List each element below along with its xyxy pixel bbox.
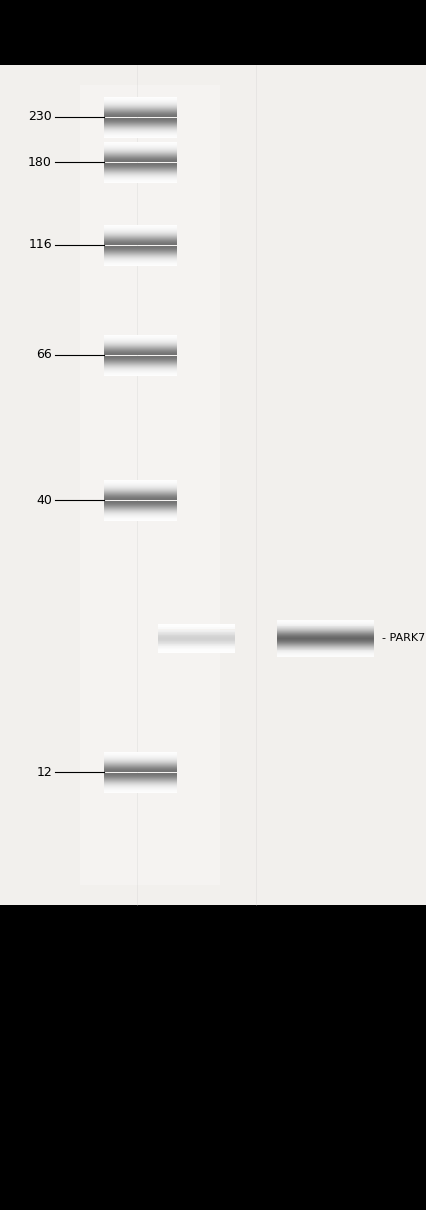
Text: 40: 40 (36, 494, 52, 507)
Bar (80, 85, 220, 885)
Text: 12: 12 (36, 766, 52, 778)
Text: 230: 230 (28, 110, 52, 123)
Text: 66: 66 (36, 348, 52, 362)
Bar (0, 65, 426, 905)
Text: - PARK7: - PARK7 (382, 633, 425, 643)
Text: 180: 180 (28, 156, 52, 168)
Text: 116: 116 (29, 238, 52, 252)
